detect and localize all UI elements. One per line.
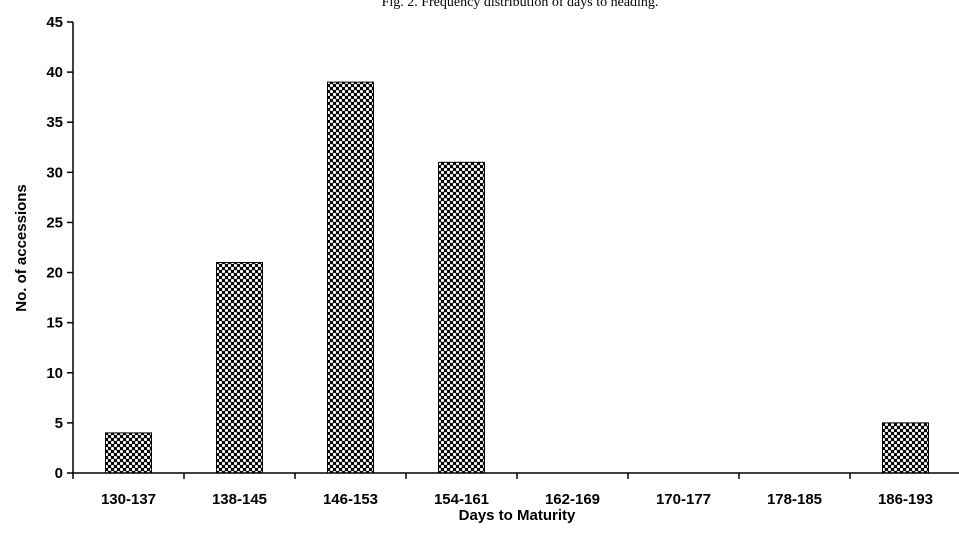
x-tick-label: 186-193 <box>878 491 933 508</box>
x-tick-label: 162-169 <box>545 491 600 508</box>
y-tick-label: 35 <box>46 114 63 131</box>
x-tick-label: 178-185 <box>767 491 822 508</box>
bar-154-161 <box>438 161 485 474</box>
x-tick-label: 170-177 <box>656 491 711 508</box>
bar-146-153 <box>327 81 374 474</box>
y-tick-label: 45 <box>46 14 63 31</box>
y-tick-label: 25 <box>46 214 63 231</box>
y-ticks-layer: 0 5 10 15 20 25 30 35 40 45 <box>46 14 73 482</box>
y-tick-label: 10 <box>46 365 63 382</box>
x-tick-label: 146-153 <box>323 491 378 508</box>
bar-138-145 <box>216 262 263 474</box>
y-tick-label: 5 <box>55 415 63 432</box>
y-tick-label: 0 <box>55 465 63 482</box>
chart-title: Fig. 2. Frequency distribution of days t… <box>382 0 659 10</box>
bar-130-137 <box>105 432 152 474</box>
y-axis-label: No. of accessions <box>13 184 30 312</box>
y-tick-label: 30 <box>46 164 63 181</box>
x-tick-label: 154-161 <box>434 491 489 508</box>
x-tick-label: 138-145 <box>212 491 267 508</box>
bar-186-193 <box>882 422 929 474</box>
x-axis-label: Days to Maturity <box>459 507 576 524</box>
y-tick-label: 40 <box>46 64 63 81</box>
y-tick-label: 20 <box>46 265 63 282</box>
y-tick-label: 15 <box>46 315 63 332</box>
x-ticks-layer: 130-137 138-145 146-153 154-161 162-169 170-1… <box>72 473 933 508</box>
x-tick-label: 130-137 <box>101 491 156 508</box>
bars-layer <box>105 81 929 474</box>
